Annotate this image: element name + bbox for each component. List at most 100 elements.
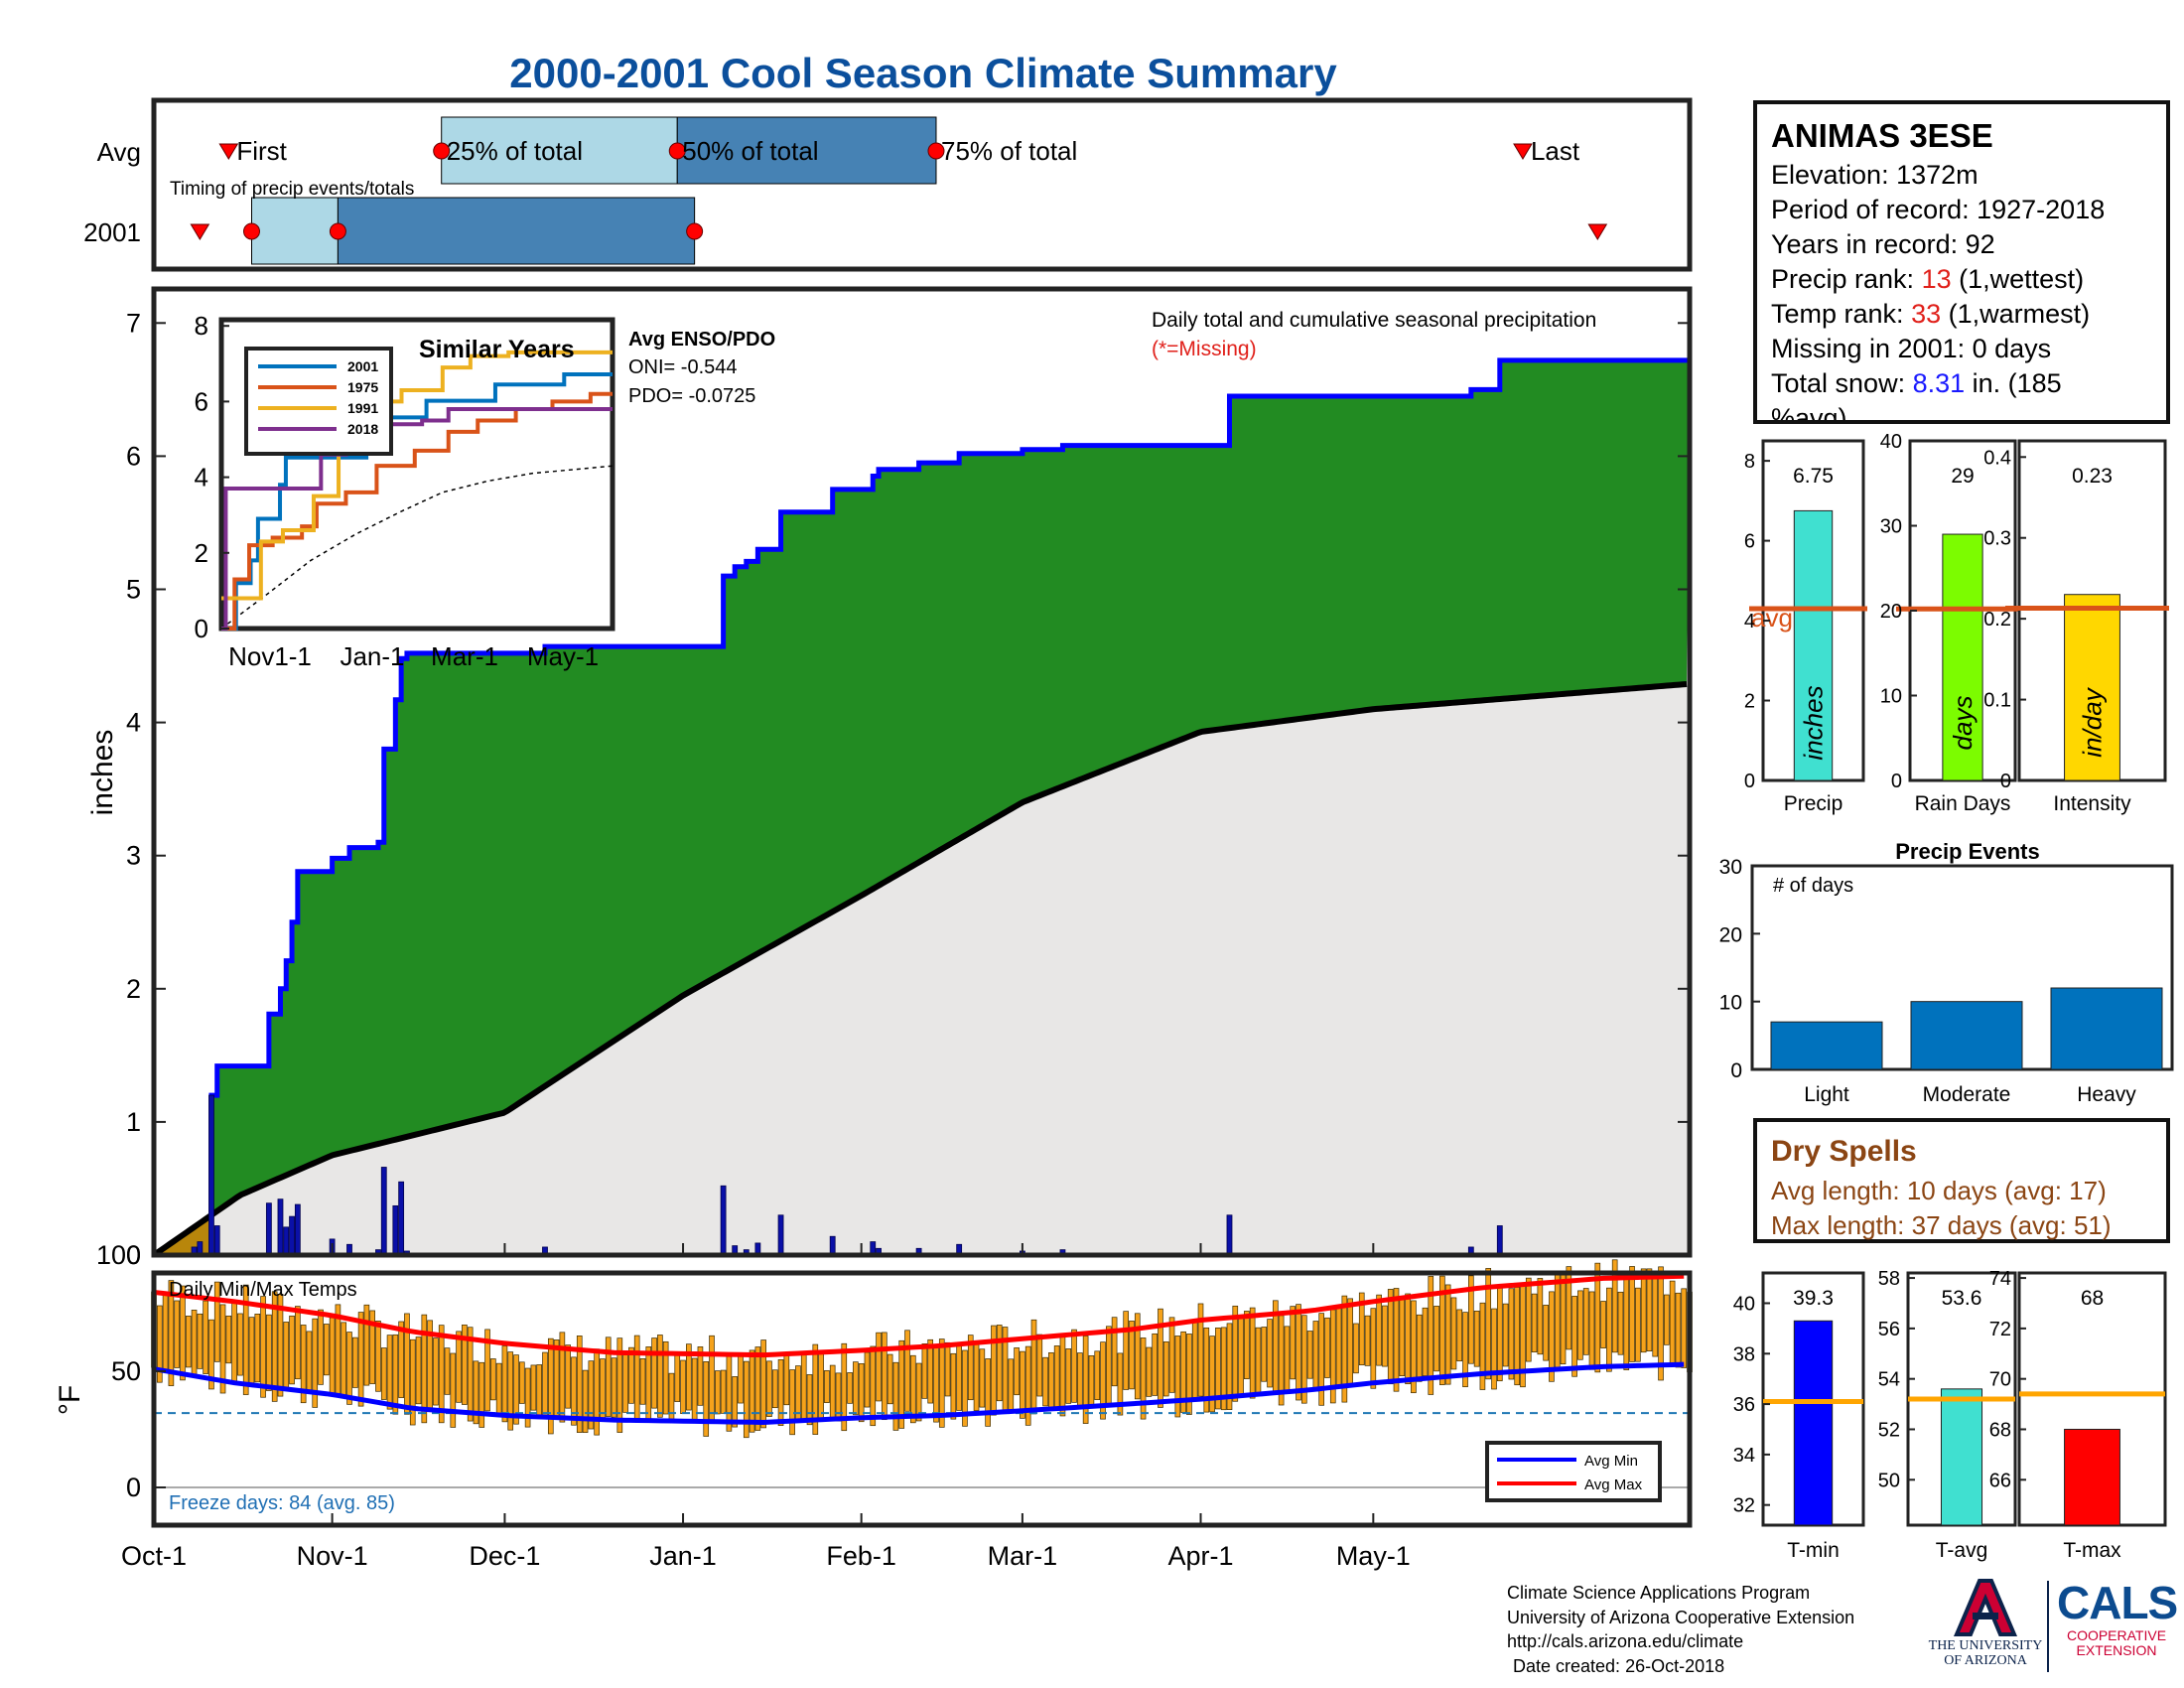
- daily-temp-bar: [1053, 1345, 1060, 1408]
- summary-tick-label: 2: [1744, 691, 1755, 713]
- daily-temp-bar: [248, 1317, 255, 1386]
- events-tick-label: 30: [1719, 856, 1742, 879]
- x-tick-label: May-1: [1336, 1541, 1411, 1571]
- station-years: Years in record: 92: [1771, 229, 1995, 259]
- daily-temp-bar: [1658, 1266, 1664, 1381]
- daily-temp-bar: [1100, 1341, 1106, 1420]
- daily-precip-bar: [289, 1215, 295, 1256]
- daily-temp-bar: [1226, 1323, 1233, 1410]
- daily-temp-bar: [938, 1338, 945, 1428]
- x-tick-label: Jan-1: [649, 1541, 717, 1571]
- arizona-a-logo-icon: [1953, 1579, 2018, 1636]
- events-tick-label: 0: [1730, 1059, 1742, 1082]
- temps-panel: 0 50 100 °F Oct-1 Nov-1 Dec-1 Jan-1 Feb-1 Mar-1 Ap…: [54, 1240, 1693, 1571]
- daily-temp-bar: [501, 1345, 508, 1423]
- daily-temp-bar: [876, 1332, 882, 1402]
- daily-temp-bar: [1071, 1329, 1077, 1403]
- daily-temp-bar: [996, 1325, 1003, 1402]
- daily-temp-bar: [1606, 1287, 1612, 1372]
- legend-label-min: Avg Min: [1584, 1453, 1638, 1470]
- daily-temp-bar: [1088, 1354, 1095, 1407]
- daily-temp-bar: [524, 1367, 531, 1428]
- daily-temp-bar: [991, 1325, 997, 1416]
- temp-summary-tick-label: 56: [1878, 1319, 1900, 1340]
- daily-temp-bar: [738, 1355, 744, 1404]
- daily-temp-bar: [1479, 1302, 1486, 1390]
- daily-temp-bar: [645, 1346, 652, 1420]
- summary-panel-rain-days: 29 days 0 10 20 30 40 Rain Days: [1880, 431, 2019, 815]
- y-tick-label: 6: [126, 441, 141, 471]
- summary-bar: [1793, 509, 1834, 781]
- daily-temp-bar: [760, 1339, 766, 1429]
- daily-temp-bar: [375, 1321, 381, 1392]
- daily-temp-bar: [312, 1318, 319, 1408]
- daily-temp-bar: [933, 1343, 939, 1423]
- event-category-label: Light: [1804, 1083, 1849, 1106]
- inset-x-tick-label: Jan-1: [340, 641, 404, 671]
- daily-temp-bar: [409, 1338, 416, 1426]
- daily-temp-bar: [156, 1305, 163, 1383]
- summary-value-label: 0.23: [2072, 465, 2113, 488]
- footer-line: Climate Science Applications Program: [1507, 1583, 1811, 1603]
- daily-temp-bar: [622, 1354, 628, 1413]
- daily-temp-bar: [639, 1358, 646, 1405]
- temps-y-tick-label: 100: [96, 1240, 141, 1270]
- x-tick-label: Oct-1: [121, 1541, 187, 1571]
- daily-temp-bar: [1059, 1336, 1066, 1417]
- daily-temp-bar: [1197, 1303, 1204, 1397]
- dry-spells-avg: Avg length: 10 days (avg: 17): [1771, 1176, 2107, 1205]
- summary-tick-label: 0: [2000, 771, 2011, 792]
- temp-summary-tick-label: 52: [1878, 1419, 1900, 1441]
- temp-summary-x-label: T-avg: [1936, 1539, 1988, 1562]
- daily-temp-bar: [720, 1369, 727, 1414]
- daily-temp-bar: [783, 1352, 790, 1406]
- daily-temp-bar: [967, 1335, 974, 1401]
- timing-panel: Avg First 25% of total 50% of total 75% of t…: [83, 97, 1693, 272]
- temps-legend: [1485, 1441, 1662, 1502]
- daily-temp-bar: [1582, 1288, 1589, 1355]
- summary-tick-label: 0.3: [1983, 528, 2011, 550]
- daily-temp-bar: [732, 1376, 739, 1428]
- daily-temp-bar: [421, 1314, 428, 1424]
- daily-temp-bar: [1543, 1305, 1549, 1361]
- daily-temp-bar: [1324, 1317, 1330, 1378]
- enso-title: Avg ENSO/PDO: [628, 329, 775, 351]
- daily-temp-bar: [1617, 1291, 1624, 1355]
- temp-summary-t-min: 39.3 32 34 36 38 40 T-min: [1733, 1271, 1865, 1562]
- summary-tick-label: 6: [1744, 531, 1755, 553]
- daily-temp-bar: [789, 1369, 795, 1436]
- temp-rank: Temp rank: 33 (1,warmest): [1771, 299, 2091, 329]
- daily-temp-bar: [927, 1338, 934, 1404]
- daily-temp-bar: [225, 1315, 232, 1364]
- daily-precip-bar: [829, 1235, 836, 1256]
- daily-temp-bar: [495, 1362, 502, 1414]
- temp-summary-tick-label: 70: [1989, 1369, 2011, 1391]
- daily-precip-bar: [1496, 1225, 1503, 1256]
- cumulative-precip-line: [154, 357, 1690, 1258]
- daily-temp-bar: [392, 1334, 399, 1415]
- summary-tick-label: 30: [1880, 516, 1902, 538]
- daily-temp-bar: [1468, 1275, 1474, 1364]
- timing-50-75-box: [337, 197, 696, 265]
- inset-y-tick-label: 4: [195, 463, 208, 492]
- daily-temp-bar: [709, 1335, 715, 1422]
- summary-tick-label: 0: [1891, 771, 1902, 792]
- precip-annotation: Daily total and cumulative seasonal prec…: [1152, 309, 1596, 332]
- daily-temp-bar: [1675, 1292, 1682, 1368]
- timing-percentile-marker: [242, 222, 260, 240]
- temp-summary-tick-label: 58: [1878, 1268, 1900, 1290]
- daily-temp-bar: [1036, 1334, 1043, 1397]
- x-tick-label: Feb-1: [826, 1541, 896, 1571]
- footer-credits: Climate Science Applications Program Uni…: [1507, 1581, 1904, 1678]
- daily-temp-bar: [1152, 1333, 1158, 1396]
- station-info-box: ANIMAS 3ESE Elevation: 1372m Period of r…: [1753, 100, 2170, 424]
- daily-temp-bar: [1439, 1275, 1445, 1385]
- temps-y-tick-label: 50: [111, 1356, 141, 1386]
- temp-summary-frame: [2017, 1271, 2167, 1527]
- daily-temp-bar: [1042, 1356, 1048, 1407]
- daily-temp-bar: [1168, 1317, 1175, 1393]
- daily-temp-bar: [277, 1293, 284, 1397]
- inset-x-tick-label: Nov1-1: [228, 641, 312, 671]
- daily-temp-bar: [668, 1372, 675, 1422]
- timing-percentile-marker: [329, 222, 346, 240]
